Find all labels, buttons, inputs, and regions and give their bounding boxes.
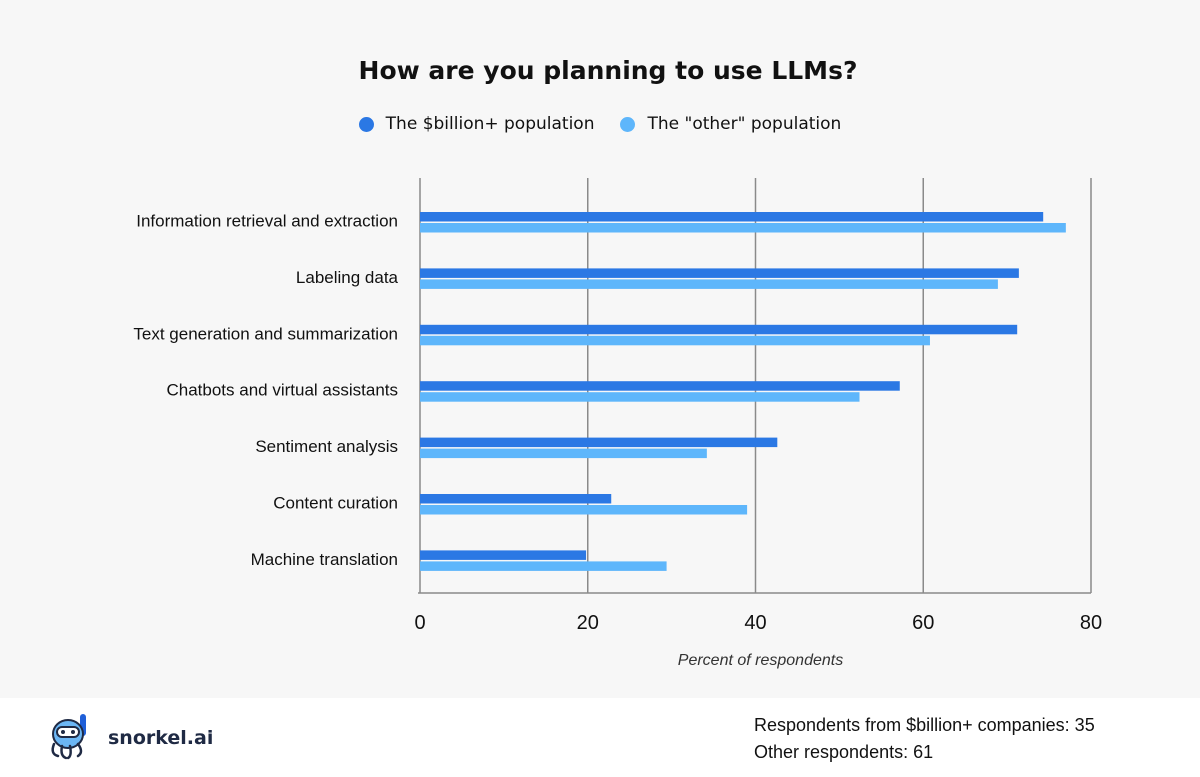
category-label: Text generation and summarization [133, 324, 398, 343]
bar-billion [420, 268, 1019, 278]
bar-other [420, 561, 667, 571]
legend-swatch-other [620, 116, 636, 132]
bar-billion [420, 437, 778, 448]
x-tick-label-60: 60 [912, 612, 934, 634]
chart-title: How are you planning to use LLMs? [358, 56, 858, 85]
bar-other [420, 335, 930, 346]
x-tick-label-40: 40 [744, 612, 766, 634]
x-tick-label-20: 20 [577, 612, 599, 634]
bar-other [420, 279, 998, 289]
x-tick-label-0: 0 [414, 612, 425, 634]
bar-billion [420, 212, 1044, 222]
bar-billion [420, 550, 587, 560]
brand-name: snorkel.ai [108, 727, 214, 749]
x-tick-label-80: 80 [1080, 612, 1102, 634]
bar-other [420, 223, 1066, 233]
snorkel-octopus-logo-icon [51, 714, 86, 760]
bar-billion [420, 381, 900, 391]
bar-chart: 0 20 40 60 80 Percent of respondents Informati… [133, 178, 1102, 669]
category-label: Content curation [273, 494, 398, 513]
legend-item-billion: The $billion+ population [358, 114, 595, 134]
legend-label-other: The "other" population [647, 114, 842, 134]
bar-other [420, 505, 748, 515]
category-label: Labeling data [296, 268, 399, 287]
chart-panel [0, 0, 1200, 698]
legend: The $billion+ population The "other" pop… [0, 114, 1200, 134]
x-axis-label: Percent of respondents [678, 652, 843, 669]
bar-other [420, 448, 707, 459]
legend-label-billion: The $billion+ population [385, 114, 595, 134]
bar-billion [420, 494, 612, 504]
respondents-billion-note: Respondents from $billion+ companies: 35 [754, 715, 1095, 735]
category-label: Sentiment analysis [255, 437, 398, 456]
category-label: Chatbots and virtual assistants [166, 381, 398, 400]
bar-billion [420, 324, 1018, 335]
category-label: Information retrieval and extraction [136, 212, 398, 231]
legend-item-other: The "other" population [620, 114, 841, 134]
respondent-notes: Respondents from $billion+ companies: 35… [754, 712, 1095, 766]
respondents-other-note: Other respondents: 61 [754, 742, 934, 762]
bar-other [420, 392, 860, 402]
legend-swatch-billion [358, 116, 374, 132]
category-label: Machine translation [251, 550, 398, 569]
